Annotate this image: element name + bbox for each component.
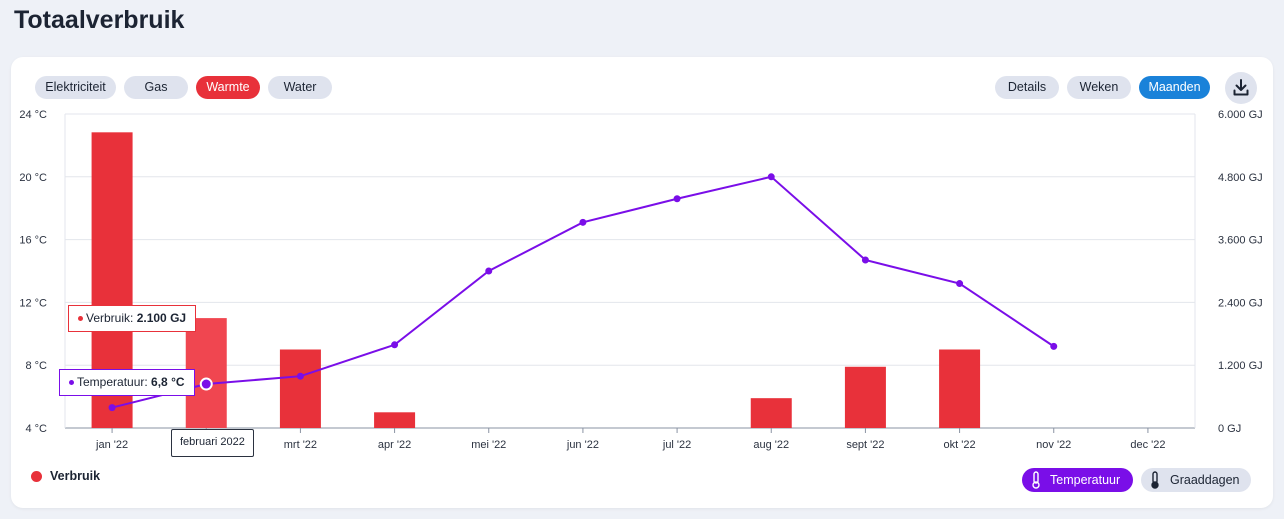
tooltip-temp-value: 6,8 °C	[151, 375, 185, 389]
tab-gas[interactable]: Gas	[124, 76, 188, 99]
y-right-tick-label: 4.800 GJ	[1218, 172, 1263, 184]
tooltip-verbruik-label: Verbruik:	[86, 311, 134, 325]
view-maanden-button[interactable]: Maanden	[1139, 76, 1210, 99]
y-right-tick-label: 2.400 GJ	[1218, 297, 1263, 309]
x-tick-label: apr '22	[378, 439, 411, 451]
y-left-tick-label: 4 °C	[25, 423, 47, 435]
toggle-temperatuur[interactable]: Temperatuur	[1022, 468, 1133, 492]
bar	[844, 366, 886, 428]
tab-elektriciteit[interactable]: Elektriciteit	[35, 76, 116, 99]
thermometer-icon	[1151, 471, 1159, 489]
x-tick-label: sept '22	[846, 439, 884, 451]
x-tick-label: jan '22	[95, 439, 128, 451]
x-tick-label: nov '22	[1036, 439, 1071, 451]
tab-water[interactable]: Water	[268, 76, 332, 99]
line-point	[108, 404, 116, 412]
y-right-tick-label: 1.200 GJ	[1218, 360, 1263, 372]
tooltip-dot	[69, 380, 74, 386]
tooltip-verbruik: Verbruik: 2.100 GJ	[68, 305, 197, 332]
tooltip-dot	[78, 316, 83, 322]
bar	[939, 349, 981, 428]
line-point	[296, 372, 304, 380]
y-left-tick-label: 8 °C	[25, 360, 47, 372]
x-tick-label: aug '22	[753, 439, 789, 451]
x-tick-label: okt '22	[944, 439, 976, 451]
x-tick-label: jul '22	[662, 439, 691, 451]
y-left-tick-label: 12 °C	[19, 297, 47, 309]
y-right-tick-label: 6.000 GJ	[1218, 109, 1263, 121]
line-point	[391, 341, 399, 349]
download-button[interactable]	[1225, 72, 1257, 104]
line-point	[861, 256, 869, 264]
x-tick-label: mrt '22	[284, 439, 317, 451]
y-left-tick-label: 16 °C	[19, 235, 47, 247]
view-details-button[interactable]: Details	[995, 76, 1059, 99]
thermometer-icon	[1032, 471, 1040, 489]
line-point	[956, 280, 964, 288]
temperature-line	[111, 175, 1055, 409]
toggle-graaddagen-label: Graaddagen	[1170, 473, 1240, 487]
x-tick-label: mei '22	[471, 439, 506, 451]
x-tick-label: dec '22	[1130, 439, 1165, 451]
line-point	[579, 218, 587, 226]
y-left-tick-label: 20 °C	[19, 172, 47, 184]
tooltip-temp-label: Temperatuur:	[77, 375, 148, 389]
x-tick-label: jun '22	[566, 439, 599, 451]
line-point	[673, 195, 681, 203]
bar	[279, 349, 321, 428]
line-point	[485, 267, 493, 275]
y-right-tick-label: 0 GJ	[1218, 423, 1241, 435]
bar	[750, 398, 792, 428]
tooltip-verbruik-value: 2.100 GJ	[136, 311, 187, 325]
page-title: Totaalverbruik	[14, 6, 185, 34]
toggle-temperatuur-label: Temperatuur	[1050, 473, 1121, 487]
legend-verbruik-label: Verbruik	[50, 469, 101, 483]
y-left-tick-label: 24 °C	[19, 109, 47, 121]
download-icon	[1233, 79, 1249, 96]
tooltip-month: februari 2022	[171, 429, 254, 457]
legend-verbruik-swatch	[31, 471, 42, 482]
tooltip-temperatuur: Temperatuur: 6,8 °C	[59, 369, 195, 396]
tab-warmte[interactable]: Warmte	[196, 76, 260, 99]
bar	[374, 412, 416, 428]
view-weken-button[interactable]: Weken	[1067, 76, 1131, 99]
y-right-tick-label: 3.600 GJ	[1218, 235, 1263, 247]
line-point	[199, 377, 213, 391]
line-point	[767, 173, 775, 181]
toggle-graaddagen[interactable]: Graaddagen	[1141, 468, 1251, 492]
line-point	[1050, 342, 1058, 350]
